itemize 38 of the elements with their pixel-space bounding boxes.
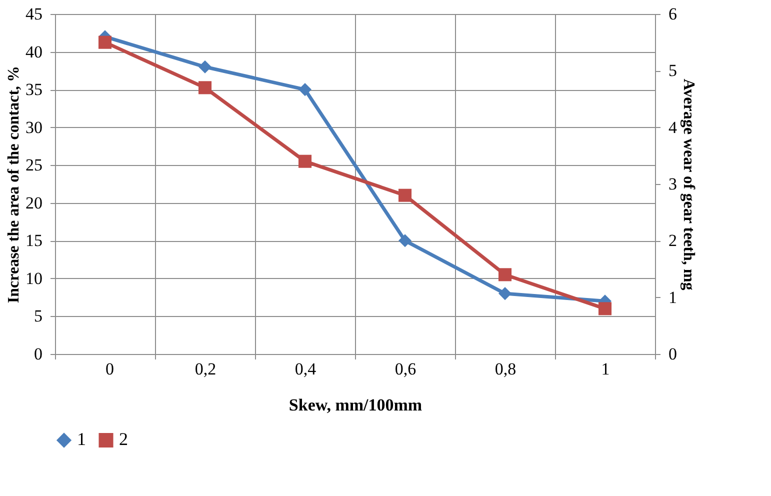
y2-tick-label: 6 [668, 4, 677, 24]
y-tick-label: 0 [34, 344, 42, 364]
point [498, 287, 512, 300]
point [398, 234, 412, 248]
y-tick-label: 20 [26, 193, 42, 212]
point [598, 302, 612, 316]
y2-tick-label: 2 [668, 231, 677, 250]
y2-tick-label: 5 [668, 61, 677, 80]
x-tick-label: 0,6 [394, 360, 416, 378]
x-axis-title: Skew, mm/100mm [288, 396, 422, 414]
x-tick-label: 0 [106, 360, 114, 378]
y-tick-label: 30 [26, 118, 42, 137]
y-tick-label: 25 [26, 156, 42, 175]
x-tick-label: 1 [601, 360, 610, 378]
point [198, 81, 212, 94]
y2-axis-title: Average wear of gear teeth, mg [680, 78, 697, 290]
point [498, 268, 512, 282]
y-tick-label: 10 [26, 268, 42, 288]
legend-label: 2 [119, 429, 128, 450]
y-tick-label: 40 [26, 42, 42, 62]
point [198, 60, 212, 74]
y-tick-label: 15 [26, 231, 42, 250]
legend-label: 1 [77, 429, 86, 450]
point [298, 154, 312, 168]
x-tick-label: 0,4 [294, 360, 317, 378]
y2-tick-label: 3 [668, 174, 677, 194]
y-axis-title: Increase the area of the contact, % [6, 66, 22, 304]
x-tick-label: 0,2 [194, 360, 216, 378]
y-tick-label: 35 [26, 80, 42, 100]
x-tick-label: 0,8 [494, 360, 516, 378]
point [98, 36, 112, 49]
point [398, 188, 412, 202]
y2-tick-label: 4 [668, 118, 678, 137]
y-tick-label: 5 [34, 306, 42, 326]
y2-tick-label: 0 [668, 344, 677, 364]
y-tick-label: 45 [26, 4, 42, 24]
point [298, 83, 312, 96]
y2-tick-label: 1 [668, 288, 677, 307]
